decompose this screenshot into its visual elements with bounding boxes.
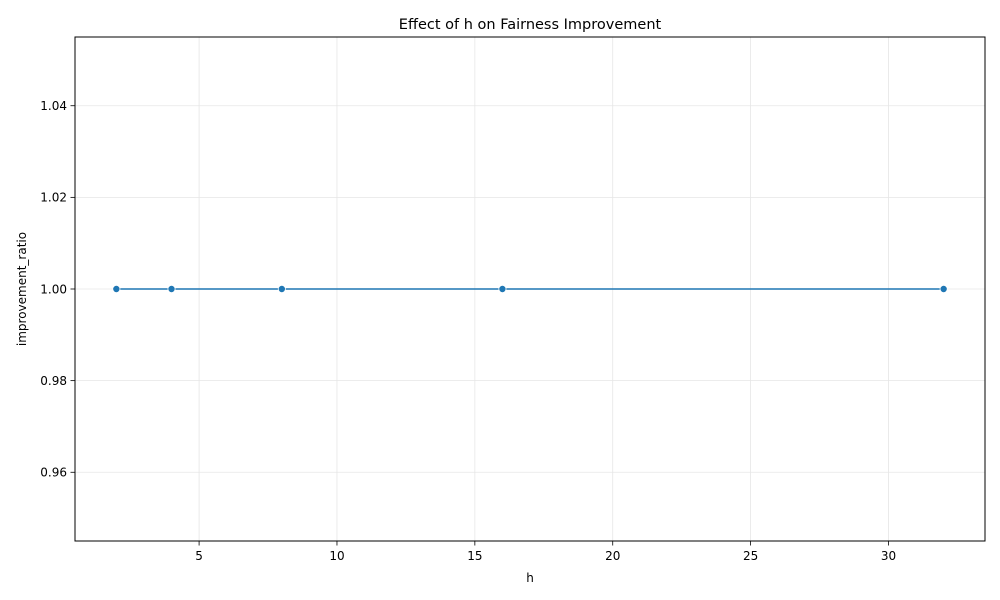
y-axis-title: improvement_ratio xyxy=(15,232,29,346)
data-point xyxy=(939,284,948,293)
y-tick-label: 1.02 xyxy=(40,191,67,205)
chart-title: Effect of h on Fairness Improvement xyxy=(399,17,662,33)
y-tick-label: 1.04 xyxy=(40,99,67,113)
y-tick-label: 1.00 xyxy=(40,282,67,296)
x-tick-label: 10 xyxy=(329,549,344,563)
data-point xyxy=(167,284,176,293)
data-point xyxy=(112,284,121,293)
x-tick-label: 25 xyxy=(743,549,758,563)
data-point xyxy=(498,284,507,293)
x-axis-title: h xyxy=(526,571,534,585)
y-tick-label: 0.98 xyxy=(40,374,67,388)
y-tick-label: 0.96 xyxy=(40,466,67,480)
x-tick-label: 15 xyxy=(467,549,482,563)
x-tick-label: 5 xyxy=(195,549,203,563)
x-axis-ticks: 5 10 15 20 25 30 xyxy=(195,541,896,563)
x-tick-label: 20 xyxy=(605,549,620,563)
series-layer xyxy=(112,284,948,293)
x-tick-label: 30 xyxy=(881,549,896,563)
data-point xyxy=(277,284,286,293)
y-axis-ticks: 0.96 0.98 1.00 1.02 1.04 xyxy=(40,99,75,480)
